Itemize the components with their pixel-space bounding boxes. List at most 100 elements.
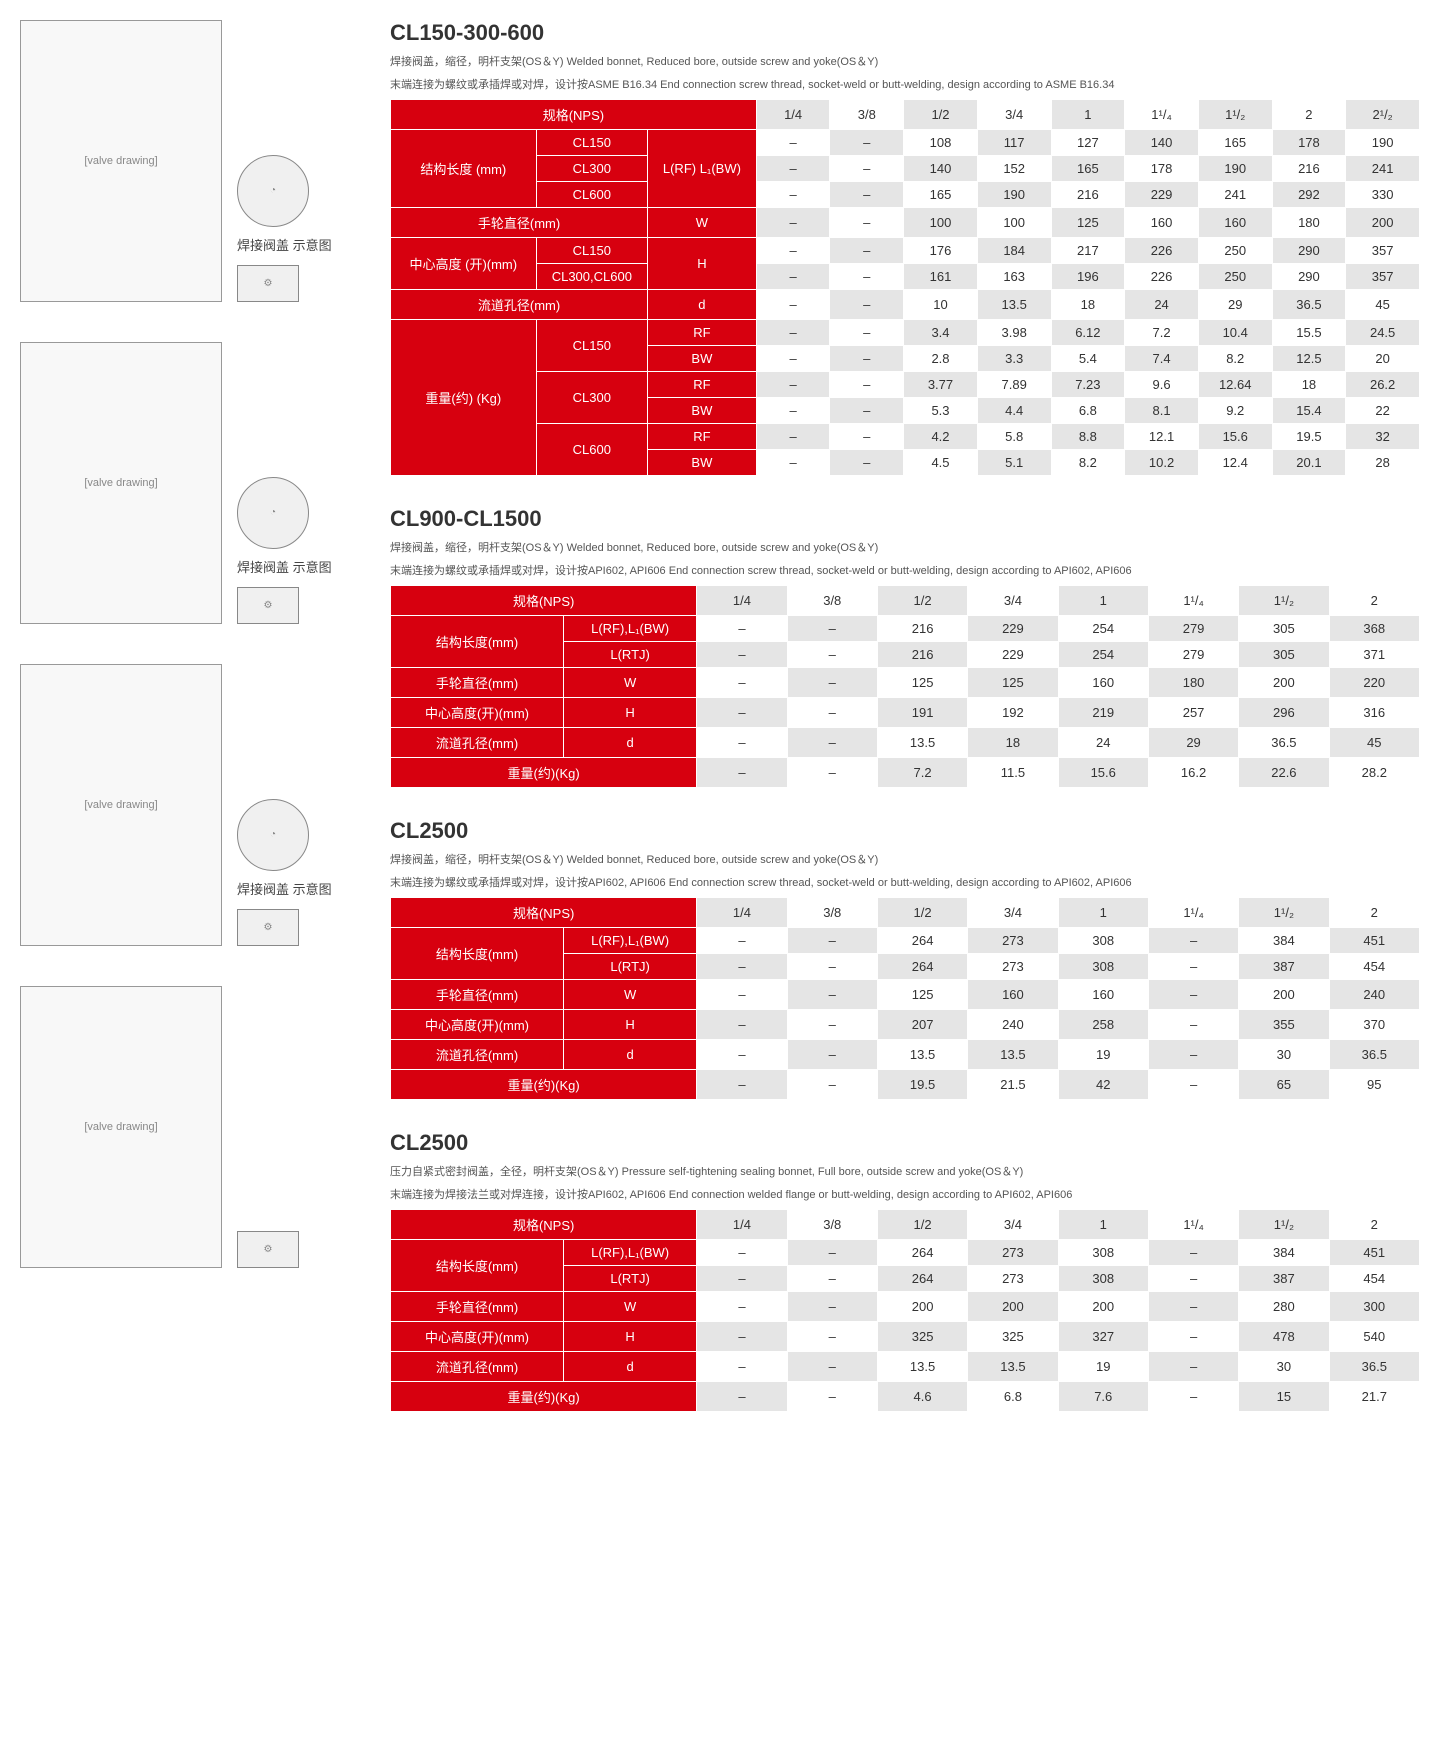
cell-label: 流道孔径(mm): [391, 290, 648, 320]
cell: 451: [1329, 928, 1419, 954]
cell-label: L(RF),L₁(BW): [563, 928, 696, 954]
cell: 290: [1272, 238, 1346, 264]
cell: 1/4: [697, 898, 787, 928]
cell: 1¹/₂: [1239, 898, 1329, 928]
gear-detail-icon: ⚙: [237, 265, 299, 302]
table-row: 规格(NPS) 1/43/81/23/411¹/₄1¹/₂2: [391, 1210, 1420, 1240]
cell: –: [787, 980, 877, 1010]
cell: 30: [1239, 1040, 1329, 1070]
cell: 22: [1346, 398, 1420, 424]
cell: –: [787, 1010, 877, 1040]
diagram-2: [valve drawing] ◔ 焊接阀盖 示意图 ⚙: [20, 342, 360, 624]
cell: 241: [1198, 182, 1272, 208]
cell-label: L(RF) L₁(BW): [648, 130, 757, 208]
table4-sub1: 压力自紧式密封阀盖，全径，明杆支架(OS＆Y) Pressure self-ti…: [390, 1164, 1420, 1181]
cell: –: [830, 238, 904, 264]
cell: 100: [904, 208, 978, 238]
cell: 36.5: [1239, 728, 1329, 758]
table-row: 中心高度 (开)(mm) CL150 H ––17618421722625029…: [391, 238, 1420, 264]
cell: 140: [904, 156, 978, 182]
cell: 165: [904, 182, 978, 208]
cell: 8.8: [1051, 424, 1125, 450]
cell: 264: [877, 954, 967, 980]
cell: 160: [1058, 668, 1148, 698]
cell: 11.5: [968, 758, 1058, 788]
cell: 16.2: [1148, 758, 1238, 788]
cell: 5.1: [977, 450, 1051, 476]
table-row: 手轮直径(mm) W ––125160160–200240: [391, 980, 1420, 1010]
cell: 29: [1198, 290, 1272, 320]
cell: 216: [877, 642, 967, 668]
cell: 279: [1148, 616, 1238, 642]
cell: 45: [1346, 290, 1420, 320]
cell: 257: [1148, 698, 1238, 728]
cell-label: 手轮直径(mm): [391, 980, 564, 1010]
table-row: 流道孔径(mm) d ––13.513.519–3036.5: [391, 1040, 1420, 1070]
cell-label: CL150: [536, 320, 647, 372]
cell: 370: [1329, 1010, 1419, 1040]
cell: 18: [1272, 372, 1346, 398]
cell: 13.5: [977, 290, 1051, 320]
table-row: CL300 RF ––3.777.897.239.612.641826.2: [391, 372, 1420, 398]
cell: 305: [1239, 642, 1329, 668]
cell: –: [787, 616, 877, 642]
cell: 12.4: [1198, 450, 1272, 476]
cell: 1/2: [877, 898, 967, 928]
cell: 8.2: [1051, 450, 1125, 476]
cell: 3/8: [787, 586, 877, 616]
cell-label: W: [563, 1292, 696, 1322]
cell: 1: [1058, 1210, 1148, 1240]
cell-label: L(RTJ): [563, 1266, 696, 1292]
cell: –: [756, 320, 830, 346]
cell: –: [787, 698, 877, 728]
cell: 254: [1058, 642, 1148, 668]
cell: 15.6: [1198, 424, 1272, 450]
cell: –: [787, 1040, 877, 1070]
cell: 5.3: [904, 398, 978, 424]
cell: 250: [1198, 238, 1272, 264]
cell: 190: [1198, 156, 1272, 182]
cell: 15.6: [1058, 758, 1148, 788]
cell: –: [787, 1292, 877, 1322]
cell: –: [756, 290, 830, 320]
cell-label: d: [563, 728, 696, 758]
cell: –: [830, 372, 904, 398]
cell: 200: [1058, 1292, 1148, 1322]
cell: 19: [1058, 1040, 1148, 1070]
tables-column: CL150-300-600 焊接阀盖，缩径，明杆支架(OS＆Y) Welded …: [390, 20, 1420, 1442]
cell: 3.98: [977, 320, 1051, 346]
cell: –: [787, 668, 877, 698]
cell: 160: [1198, 208, 1272, 238]
diagram-caption: 焊接阀盖 示意图: [237, 881, 332, 899]
cell: 9.2: [1198, 398, 1272, 424]
cell: 2.8: [904, 346, 978, 372]
cell: 254: [1058, 616, 1148, 642]
table-row: CL300,CL600 ––161163196226250290357: [391, 264, 1420, 290]
cell-label: L(RF),L₁(BW): [563, 1240, 696, 1266]
cell: 7.89: [977, 372, 1051, 398]
cell: 180: [1272, 208, 1346, 238]
cell: 2: [1329, 586, 1419, 616]
cell: 3/4: [968, 1210, 1058, 1240]
cell: 3/4: [968, 586, 1058, 616]
cell: –: [756, 238, 830, 264]
cell: 207: [877, 1010, 967, 1040]
cell: 229: [1125, 182, 1199, 208]
cell: 7.2: [877, 758, 967, 788]
cell: 15: [1239, 1382, 1329, 1412]
cell: 273: [968, 928, 1058, 954]
cell: 125: [968, 668, 1058, 698]
cell: 273: [968, 1266, 1058, 1292]
table-row: 手轮直径(mm) W ––125125160180200220: [391, 668, 1420, 698]
cell: 1: [1058, 898, 1148, 928]
cell: 451: [1329, 1240, 1419, 1266]
cell: 196: [1051, 264, 1125, 290]
cell: 20.1: [1272, 450, 1346, 476]
cell: 100: [977, 208, 1051, 238]
cell: 127: [1051, 130, 1125, 156]
gear-detail-icon: ⚙: [237, 1231, 299, 1268]
cell: 264: [877, 1266, 967, 1292]
cell: 7.2: [1125, 320, 1199, 346]
cell: 13.5: [877, 1352, 967, 1382]
cell: 1/2: [877, 586, 967, 616]
